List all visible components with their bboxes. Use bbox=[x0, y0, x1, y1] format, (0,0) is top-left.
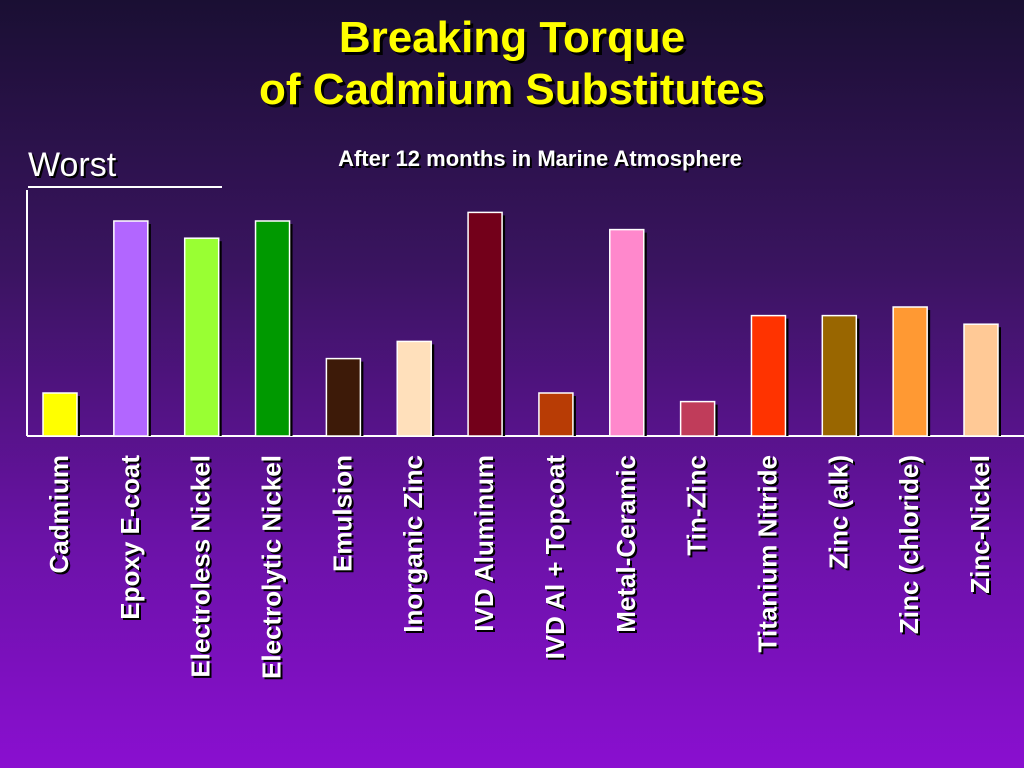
category-label: Electrolytic Nickel bbox=[257, 455, 287, 679]
category-label-shadow: Emulsion bbox=[329, 457, 359, 574]
category-label: Epoxy E-coat bbox=[115, 455, 145, 620]
worst-underline bbox=[28, 186, 222, 188]
category-label-shadow: IVD Al + Topcoat bbox=[542, 457, 572, 662]
category-label: IVD Al + Topcoat bbox=[540, 455, 570, 660]
category-label-shadow: Zinc-Nickel bbox=[967, 457, 997, 596]
bar bbox=[750, 314, 787, 437]
category-label: Tin-Zinc bbox=[682, 455, 712, 556]
category-label: Titanium Nitride bbox=[752, 455, 782, 652]
category-label: Cadmium bbox=[44, 455, 74, 573]
category-label-shadow: Electrolytic Nickel bbox=[259, 457, 289, 681]
category-label-shadow: Epoxy E-coat bbox=[117, 457, 147, 622]
category-label-shadow: Inorganic Zinc bbox=[400, 457, 430, 635]
title-line-2: of Cadmium Substitutes bbox=[258, 65, 766, 114]
bar bbox=[254, 220, 291, 437]
bar bbox=[538, 392, 574, 437]
bar bbox=[325, 357, 362, 437]
category-label: Metal-Ceramic bbox=[611, 455, 641, 633]
category-label-shadow: Zinc (alk) bbox=[825, 457, 855, 571]
chart-title: Breaking Torque of Cadmium Substitutes bbox=[0, 12, 1024, 116]
bar bbox=[467, 211, 503, 437]
bar bbox=[892, 306, 928, 437]
bar bbox=[396, 340, 432, 437]
chart-subtitle: After 12 months in Marine Atmosphere bbox=[338, 146, 742, 171]
category-label: IVD Aluminum bbox=[469, 455, 499, 632]
category-label-shadow: Titanium Nitride bbox=[754, 457, 784, 654]
bar bbox=[821, 314, 858, 437]
category-label: Electroless Nickel bbox=[186, 455, 216, 678]
title-line-1: Breaking Torque bbox=[338, 13, 686, 62]
category-label-shadow: Zinc (chloride) bbox=[896, 457, 926, 636]
category-label: Zinc (chloride) bbox=[894, 455, 924, 634]
bar bbox=[609, 228, 645, 437]
category-label: Zinc (alk) bbox=[823, 455, 853, 569]
category-label-shadow: Cadmium bbox=[46, 457, 76, 575]
category-label-shadow: Tin-Zinc bbox=[684, 457, 714, 558]
bar bbox=[42, 392, 78, 437]
bar bbox=[183, 237, 220, 437]
bar bbox=[113, 220, 149, 437]
category-label-shadow: Metal-Ceramic bbox=[613, 457, 643, 635]
bar bbox=[679, 400, 716, 437]
worst-label: Worst bbox=[28, 146, 117, 184]
category-label: Inorganic Zinc bbox=[398, 455, 428, 633]
category-label-shadow: IVD Aluminum bbox=[471, 457, 501, 634]
category-label: Zinc-Nickel bbox=[965, 455, 995, 594]
bar bbox=[963, 323, 999, 437]
category-label: Emulsion bbox=[327, 455, 357, 572]
category-label-shadow: Electroless Nickel bbox=[188, 457, 218, 680]
